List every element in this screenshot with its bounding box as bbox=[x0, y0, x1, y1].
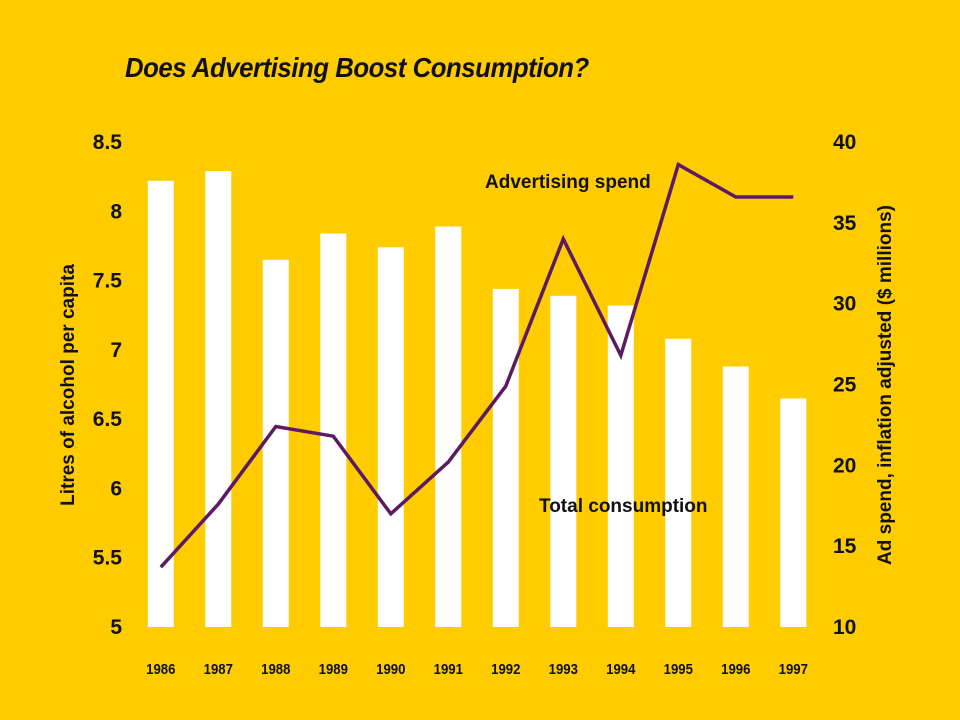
right-tick-label: 40 bbox=[833, 131, 856, 154]
bar-1991 bbox=[435, 226, 462, 627]
advertising-spend-line bbox=[159, 162, 794, 569]
bar-1992 bbox=[492, 288, 519, 627]
bar-1990 bbox=[377, 247, 404, 628]
bar-1988 bbox=[262, 259, 289, 627]
total-consumption-annotation: Total consumption bbox=[539, 496, 708, 517]
x-tick-label: 1992 bbox=[491, 660, 520, 677]
right-axis-label: Ad spend, inflation adjusted ($ millions… bbox=[875, 205, 896, 565]
x-tick-label: 1995 bbox=[664, 660, 693, 677]
left-tick-label: 6.5 bbox=[93, 408, 123, 431]
bar-1987 bbox=[205, 171, 232, 627]
left-tick-label: 8.5 bbox=[93, 131, 123, 154]
x-tick-label: 1993 bbox=[549, 660, 578, 677]
right-tick-label: 25 bbox=[833, 374, 857, 397]
left-tick-label: 5 bbox=[110, 616, 122, 639]
bar-1995 bbox=[665, 338, 692, 627]
x-tick-label: 1994 bbox=[606, 660, 635, 677]
x-tick-label: 1997 bbox=[779, 660, 808, 677]
x-tick-label: 1990 bbox=[376, 660, 405, 677]
chart-title: Does Advertising Boost Consumption? bbox=[125, 52, 589, 83]
x-tick-label: 1991 bbox=[434, 660, 463, 677]
advertising-spend-annotation: Advertising spend bbox=[485, 172, 651, 193]
right-tick-label: 35 bbox=[833, 212, 857, 235]
bar-1997 bbox=[780, 398, 807, 627]
bar-1996 bbox=[722, 366, 749, 627]
left-axis-label: Litres of alcohol per capita bbox=[58, 264, 79, 506]
left-tick-label: 6 bbox=[110, 477, 122, 500]
x-tick-label: 1986 bbox=[146, 660, 175, 677]
right-tick-label: 20 bbox=[833, 454, 856, 477]
left-tick-label: 8 bbox=[110, 200, 122, 223]
x-tick-label: 1987 bbox=[204, 660, 233, 677]
left-tick-label: 5.5 bbox=[93, 547, 123, 570]
left-tick-label: 7.5 bbox=[93, 270, 123, 293]
bar-1989 bbox=[320, 233, 347, 627]
bar-1993 bbox=[550, 295, 577, 627]
x-tick-label: 1989 bbox=[319, 660, 348, 677]
right-tick-label: 10 bbox=[833, 616, 856, 639]
bar-1986 bbox=[147, 180, 174, 628]
x-tick-label: 1988 bbox=[261, 660, 290, 677]
left-tick-label: 7 bbox=[110, 339, 122, 362]
right-tick-label: 30 bbox=[833, 293, 856, 316]
right-tick-label: 15 bbox=[833, 535, 857, 558]
x-tick-label: 1996 bbox=[721, 660, 750, 677]
